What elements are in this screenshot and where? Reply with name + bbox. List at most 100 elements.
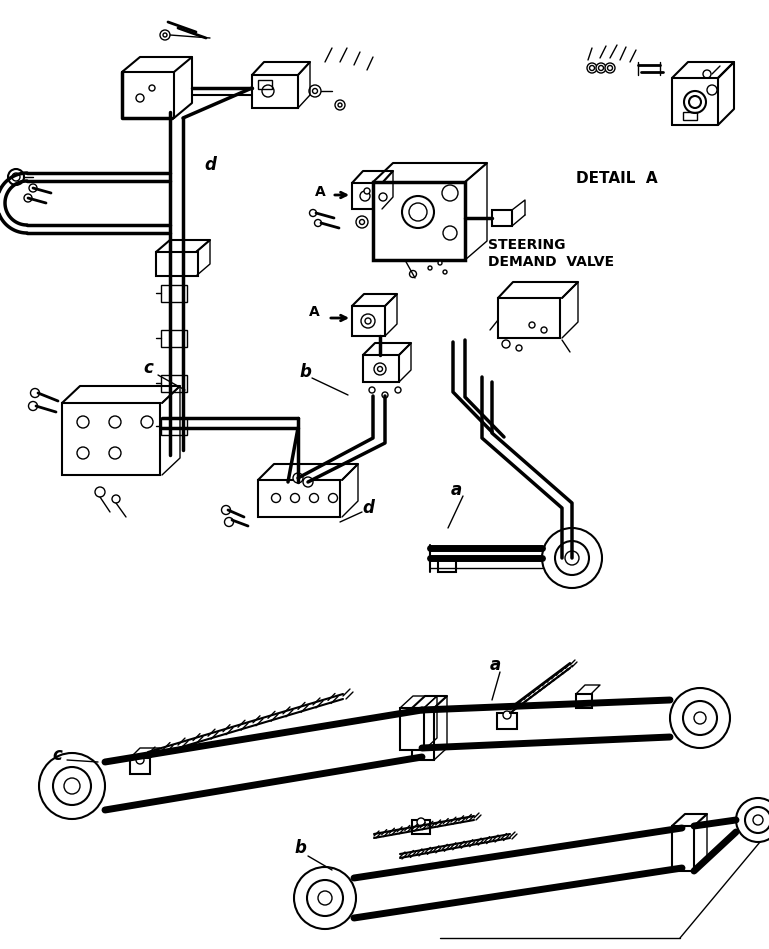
- Circle shape: [438, 261, 442, 265]
- Circle shape: [502, 340, 510, 348]
- Text: DETAIL  A: DETAIL A: [576, 171, 657, 185]
- Circle shape: [309, 493, 318, 503]
- Bar: [130, 758, 150, 774]
- Circle shape: [565, 551, 579, 565]
- Circle shape: [395, 387, 401, 393]
- Bar: [576, 694, 592, 708]
- Bar: [373, 182, 465, 260]
- Circle shape: [378, 366, 382, 371]
- Bar: [412, 820, 430, 834]
- Circle shape: [361, 314, 375, 328]
- Circle shape: [598, 65, 604, 70]
- Bar: [161, 330, 187, 347]
- Circle shape: [379, 193, 387, 201]
- Text: A: A: [308, 305, 319, 319]
- Circle shape: [694, 712, 706, 724]
- Circle shape: [707, 85, 717, 95]
- Circle shape: [293, 473, 303, 483]
- Circle shape: [8, 169, 24, 185]
- Circle shape: [596, 63, 606, 73]
- Circle shape: [262, 85, 274, 97]
- Bar: [363, 355, 399, 382]
- Bar: [62, 403, 160, 475]
- Text: a: a: [451, 481, 461, 499]
- Circle shape: [312, 88, 318, 94]
- Circle shape: [516, 345, 522, 351]
- Circle shape: [409, 203, 427, 221]
- Bar: [161, 285, 187, 302]
- Circle shape: [745, 807, 769, 833]
- Bar: [161, 418, 187, 435]
- Circle shape: [39, 753, 105, 819]
- Circle shape: [24, 194, 32, 202]
- Circle shape: [221, 506, 231, 514]
- Circle shape: [541, 327, 547, 333]
- Circle shape: [335, 100, 345, 110]
- Text: b: b: [299, 363, 311, 381]
- Circle shape: [590, 65, 594, 70]
- Circle shape: [608, 65, 612, 70]
- Circle shape: [163, 33, 167, 37]
- Bar: [497, 713, 517, 729]
- Circle shape: [402, 196, 434, 228]
- Bar: [672, 826, 694, 871]
- Text: A: A: [315, 185, 325, 199]
- Circle shape: [689, 96, 701, 108]
- Circle shape: [77, 416, 89, 428]
- Circle shape: [109, 416, 121, 428]
- Circle shape: [670, 688, 730, 748]
- Circle shape: [369, 387, 375, 393]
- Bar: [492, 210, 512, 226]
- Circle shape: [360, 191, 370, 201]
- Circle shape: [315, 219, 321, 227]
- Circle shape: [28, 401, 38, 411]
- Circle shape: [736, 798, 769, 842]
- Bar: [400, 708, 424, 750]
- Circle shape: [542, 528, 602, 588]
- Circle shape: [77, 447, 89, 459]
- Text: d: d: [204, 156, 216, 174]
- Circle shape: [428, 266, 432, 270]
- Circle shape: [136, 756, 144, 764]
- Circle shape: [443, 226, 457, 240]
- Bar: [498, 298, 560, 338]
- Circle shape: [753, 815, 763, 825]
- Circle shape: [703, 70, 711, 78]
- Circle shape: [309, 85, 321, 97]
- Circle shape: [382, 392, 388, 398]
- Circle shape: [64, 778, 80, 794]
- Bar: [352, 306, 385, 336]
- Circle shape: [338, 103, 342, 107]
- Circle shape: [442, 185, 458, 201]
- Circle shape: [53, 767, 91, 805]
- Text: b: b: [294, 839, 306, 857]
- Circle shape: [318, 891, 332, 905]
- Circle shape: [365, 318, 371, 324]
- Bar: [352, 183, 382, 209]
- Bar: [258, 80, 272, 89]
- Circle shape: [605, 63, 615, 73]
- Circle shape: [309, 210, 317, 216]
- Text: d: d: [362, 499, 374, 517]
- Circle shape: [359, 219, 365, 225]
- Bar: [161, 375, 187, 392]
- Circle shape: [160, 30, 170, 40]
- Circle shape: [31, 388, 39, 398]
- Circle shape: [294, 867, 356, 929]
- Circle shape: [356, 216, 368, 228]
- Circle shape: [503, 711, 511, 719]
- Text: DEMAND  VALVE: DEMAND VALVE: [488, 255, 614, 269]
- Circle shape: [95, 487, 105, 497]
- Circle shape: [303, 477, 313, 487]
- Bar: [412, 708, 434, 760]
- Circle shape: [112, 495, 120, 503]
- Circle shape: [136, 94, 144, 102]
- Text: a: a: [489, 656, 501, 674]
- Circle shape: [529, 322, 535, 328]
- Text: c: c: [52, 746, 62, 764]
- Circle shape: [364, 188, 370, 194]
- Circle shape: [410, 270, 417, 277]
- Circle shape: [555, 541, 589, 575]
- Circle shape: [12, 173, 20, 181]
- Circle shape: [291, 493, 299, 503]
